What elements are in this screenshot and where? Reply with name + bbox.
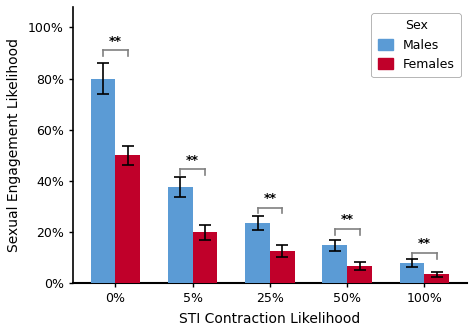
Bar	[270, 251, 295, 283]
Y-axis label: Sexual Engagement Likelihood: Sexual Engagement Likelihood	[7, 38, 21, 252]
Bar	[168, 187, 192, 283]
Text: **: **	[186, 154, 199, 167]
Bar	[424, 274, 449, 283]
Bar	[192, 232, 218, 283]
Bar	[245, 223, 270, 283]
Bar	[91, 79, 116, 283]
Text: **: **	[264, 192, 276, 205]
Text: **: **	[418, 237, 431, 250]
Bar	[347, 266, 372, 283]
Text: **: **	[341, 213, 354, 226]
Legend: Males, Females: Males, Females	[372, 13, 461, 77]
Text: **: **	[109, 35, 122, 48]
Bar	[116, 155, 140, 283]
Bar	[400, 263, 424, 283]
X-axis label: STI Contraction Likelihood: STI Contraction Likelihood	[179, 312, 361, 326]
Bar	[322, 245, 347, 283]
